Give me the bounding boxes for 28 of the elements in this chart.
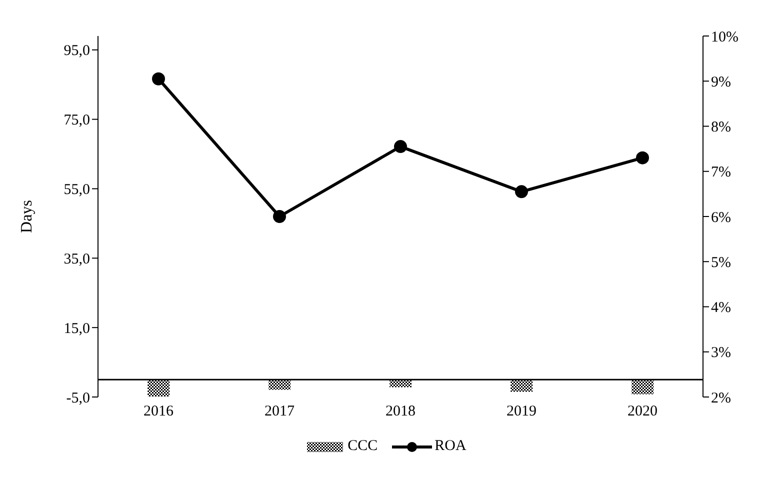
y2-tick-label: 8% [711, 120, 731, 136]
y-tick-label: 95,0 [64, 43, 90, 60]
point [515, 185, 528, 198]
y2-tick-label: 6% [711, 210, 731, 226]
y-tick-label: -5,0 [66, 390, 90, 406]
y2-tick-label: 3% [711, 345, 731, 362]
legend-label: CCC [348, 438, 378, 455]
y-tick-label: 75,0 [64, 112, 90, 129]
x-tick-label: 2017 [264, 404, 295, 420]
x-tick-label: 2020 [628, 404, 658, 420]
point [394, 140, 407, 154]
y-tick-label: 15,0 [64, 320, 90, 337]
y-axis-title: Days [18, 200, 36, 233]
point [273, 210, 286, 223]
y2-tick-label: 5% [711, 254, 731, 271]
y-tick-label: 55,0 [64, 182, 90, 198]
y2-tick-label: 4% [711, 300, 731, 316]
point [152, 72, 165, 86]
x-tick-label: 2019 [506, 404, 536, 420]
y2-tick-label: 10% [711, 29, 738, 46]
point [636, 151, 649, 164]
y-tick-label: 35,0 [64, 251, 90, 268]
y2-tick-label: 9% [711, 74, 731, 90]
y2-tick-label: 7% [711, 164, 731, 181]
y2-tick-label: 2% [711, 390, 731, 406]
x-tick-label: 2018 [386, 404, 416, 420]
legend-label: ROA [434, 438, 466, 455]
x-tick-label: 2016 [144, 404, 174, 420]
